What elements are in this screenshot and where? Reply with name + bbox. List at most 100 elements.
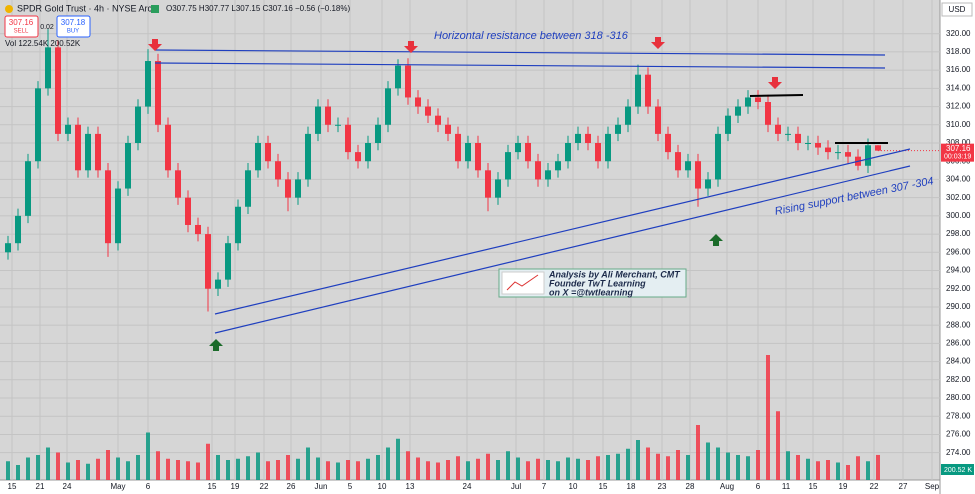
candle-body	[5, 243, 11, 253]
candle-body	[365, 142, 371, 162]
x-tick-label: 11	[782, 482, 791, 491]
down-arrow	[768, 77, 782, 89]
candle-body	[275, 161, 281, 180]
candle-body	[445, 124, 451, 134]
buy-button[interactable]	[56, 15, 91, 38]
candle-body	[515, 142, 521, 153]
y-tick-label: 312.00	[946, 102, 971, 111]
candle-body	[245, 170, 251, 207]
candle-body	[125, 142, 131, 189]
candle-body	[325, 106, 331, 125]
volume-bar	[736, 455, 740, 480]
volume-bar	[646, 447, 650, 480]
volume-bar	[636, 440, 640, 480]
candle-body	[385, 88, 391, 125]
x-tick-label: 23	[658, 482, 667, 491]
candle-body	[165, 124, 171, 171]
volume-bar	[566, 457, 570, 480]
candle-body	[185, 197, 191, 225]
x-tick-label: 6	[756, 482, 761, 491]
candle-body	[465, 142, 471, 162]
volume-bar	[756, 450, 760, 480]
candle-body	[755, 97, 761, 103]
volume-bar	[396, 438, 400, 480]
down-arrow	[404, 41, 418, 53]
candle-body	[75, 124, 81, 171]
candle-body	[145, 61, 151, 107]
volume-bar	[36, 455, 40, 480]
volume-bar	[56, 452, 60, 480]
candle-body	[25, 161, 31, 216]
volume-bar	[586, 460, 590, 480]
last-volume-box	[941, 464, 974, 475]
sell-button[interactable]	[4, 15, 39, 38]
candle-body	[815, 142, 821, 148]
candle-body	[695, 161, 701, 189]
volume-bar	[166, 458, 170, 480]
volume-bar	[16, 465, 20, 480]
x-tick-label: 15	[599, 482, 608, 491]
y-tick-label: 308.00	[946, 138, 971, 147]
credit-text: on X =@twtlearning	[549, 287, 634, 297]
y-tick-label: 292.00	[946, 284, 971, 293]
candle-body	[395, 65, 401, 89]
volume-bar	[96, 458, 100, 480]
x-tick-label: 28	[686, 482, 695, 491]
buy-price: 307.18	[61, 18, 86, 27]
volume-label: Vol 122.54K 200.52K	[5, 39, 81, 48]
resistance-line	[154, 49, 886, 56]
volume-bar	[426, 461, 430, 480]
credit-text: Founder TwT Learning	[549, 278, 646, 288]
candle-body	[265, 142, 271, 162]
volume-bar	[716, 447, 720, 480]
volume-bar	[106, 450, 110, 480]
x-tick-label: 22	[260, 482, 269, 491]
credit-text: Analysis by Ali Merchant, CMT	[548, 269, 681, 279]
volume-bar	[606, 455, 610, 480]
candle-body	[775, 124, 781, 134]
candle-body	[335, 124, 341, 126]
candle-body	[675, 152, 681, 171]
y-tick-label: 290.00	[946, 302, 971, 311]
symbol-icon	[5, 5, 13, 13]
candle-body	[585, 133, 591, 143]
candle-body	[455, 133, 461, 162]
volume-bar	[576, 458, 580, 480]
x-tick-label: 10	[569, 482, 578, 491]
volume-bar	[186, 461, 190, 480]
volume-bar	[486, 453, 490, 480]
x-tick-label: 21	[36, 482, 45, 491]
volume-layer	[6, 355, 880, 480]
grid	[0, 0, 940, 480]
x-tick-label: 24	[63, 482, 72, 491]
volume-bar	[126, 461, 130, 480]
volume-bar	[306, 447, 310, 480]
volume-bar	[346, 460, 350, 480]
volume-bar	[386, 447, 390, 480]
candle-body	[505, 152, 511, 180]
candle-body	[625, 106, 631, 125]
candle-body	[315, 106, 321, 134]
volume-bar	[826, 460, 830, 480]
y-tick-label: 300.00	[946, 211, 971, 220]
logo-mark	[506, 274, 539, 291]
volume-bar	[616, 453, 620, 480]
support-line	[214, 148, 911, 315]
volume-bar	[546, 460, 550, 480]
candle-body	[495, 179, 501, 198]
status-dot	[151, 5, 159, 13]
currency-box[interactable]	[941, 2, 973, 17]
volume-bar	[416, 457, 420, 480]
support-line	[214, 165, 911, 334]
last-volume: 200.52 K	[944, 467, 972, 474]
x-tick-label: Sep	[925, 482, 940, 491]
y-tick-label: 298.00	[946, 229, 971, 238]
currency: USD	[949, 5, 966, 14]
candle-body	[435, 115, 441, 125]
y-tick-label: 302.00	[946, 193, 971, 202]
x-tick-label: 7	[542, 482, 547, 491]
candle-body	[795, 133, 801, 143]
x-tick-label: 24	[463, 482, 472, 491]
axis-labels: 274.00 276.00 278.00 280.00 282.00 284.00 286.…	[8, 29, 974, 491]
candle-body	[15, 215, 21, 244]
